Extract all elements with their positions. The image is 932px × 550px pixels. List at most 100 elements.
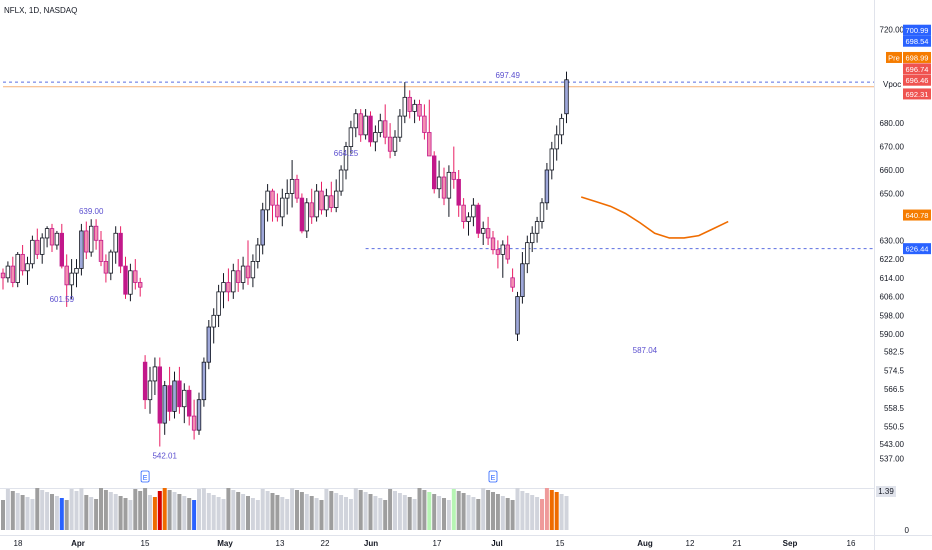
x-tick-label: 22 <box>321 539 330 548</box>
volume-axis-zero: 0 <box>905 526 910 535</box>
volume-bar <box>324 489 329 530</box>
x-tick-label: 21 <box>733 539 742 548</box>
earnings-icon <box>140 470 150 483</box>
candle-body <box>446 171 452 199</box>
volume-bar <box>363 492 368 530</box>
y-tick-label: 660.00 <box>880 166 905 175</box>
candle-body <box>525 242 530 265</box>
candle-body <box>510 277 515 288</box>
volume-bar <box>295 490 299 530</box>
volume-bar <box>495 494 500 530</box>
volume-bar <box>378 498 383 530</box>
candle-body <box>466 216 471 222</box>
volume-bar <box>260 489 265 530</box>
volume-bar <box>358 490 363 530</box>
candle-body <box>79 230 84 269</box>
candle-body <box>255 244 260 262</box>
candle-body <box>216 291 221 316</box>
price-tag-box <box>903 88 931 100</box>
y-tick-label: 598.00 <box>880 311 905 320</box>
candle-body <box>461 204 466 222</box>
candle-body <box>250 261 256 279</box>
y-tick-label: 720.00 <box>880 25 905 34</box>
volume-bar <box>118 496 123 530</box>
candle-body <box>64 265 69 286</box>
candle-body <box>304 202 309 232</box>
volume-bar <box>255 500 260 530</box>
candle-body <box>520 263 525 297</box>
candle-body <box>206 326 211 363</box>
volume-bar <box>353 488 358 530</box>
volume-bar <box>471 497 476 530</box>
candle-body <box>260 209 265 246</box>
price-tag-value: 640.78 <box>906 211 929 220</box>
volume-bar <box>535 497 540 530</box>
price-tag: 626.44 <box>903 243 931 255</box>
x-tick-label: 18 <box>14 539 23 548</box>
volume-bar <box>59 498 64 530</box>
x-tick-label: 16 <box>847 539 856 548</box>
candle-body <box>40 237 45 255</box>
candle-body <box>196 399 202 431</box>
price-tag-box <box>903 63 931 75</box>
candle-body <box>441 176 447 199</box>
candle-body <box>182 389 187 408</box>
candle-body <box>30 239 35 265</box>
candle-body <box>422 115 427 133</box>
candle-body <box>451 171 456 180</box>
candle-body <box>397 115 403 138</box>
volume-value-label: 1.39 <box>878 487 894 496</box>
candle-body <box>554 134 559 150</box>
earnings-icon-label: E <box>143 475 148 482</box>
candle-body <box>358 113 363 136</box>
price-tag-box <box>903 51 931 63</box>
y-tick-label: 630.00 <box>880 236 905 245</box>
y-tick-label: 566.5 <box>884 385 905 394</box>
price-axis[interactable]: 720.00 680.00 670.00 660.00 650.00 630.00 622.… <box>874 0 905 550</box>
candle-body <box>505 244 510 260</box>
time-axis[interactable]: 18 Apr 15 May 13 22 Jun 17 Jul 15 Aug 12 21 Sep 16 <box>0 535 932 549</box>
volume-bar <box>89 497 94 530</box>
candle-body <box>108 251 113 274</box>
candle-body <box>564 79 569 115</box>
volume-bar <box>10 491 15 530</box>
candle-body <box>539 202 545 222</box>
volume-bar <box>30 499 35 530</box>
candle-body <box>476 204 481 234</box>
candle-body <box>436 176 442 190</box>
candle-body <box>133 270 138 283</box>
candle-body <box>353 113 358 129</box>
volume-bar <box>544 488 549 530</box>
volume-bar <box>133 489 138 530</box>
price-tag: 696.74 <box>903 63 931 75</box>
x-tick-label: Sep <box>783 539 798 548</box>
price-tag-value: 692.31 <box>906 90 929 99</box>
candle-body <box>407 96 412 112</box>
volume-bar <box>329 491 334 530</box>
candle-body <box>226 282 231 293</box>
volume-bar <box>40 490 45 530</box>
volume-bar <box>123 498 128 530</box>
candle-body <box>471 204 476 218</box>
volume-bar <box>510 500 515 530</box>
x-tick-label: Jun <box>364 539 378 548</box>
price-tag-value: 698.54 <box>906 37 929 46</box>
x-tick-label: 15 <box>556 539 565 548</box>
volume-bar <box>79 488 84 530</box>
candle-body <box>456 178 461 206</box>
volume-bar <box>427 492 432 530</box>
volume-bar <box>383 500 388 530</box>
candle-body <box>167 385 172 412</box>
candle-body <box>20 253 25 272</box>
candle-body <box>69 272 74 286</box>
candle-body <box>147 380 153 401</box>
volume-bar <box>192 500 197 530</box>
candle-body <box>152 366 158 382</box>
price-tag: 698.54 <box>903 35 931 47</box>
candle-body <box>270 190 275 206</box>
price-tag-value: 700.99 <box>906 26 929 35</box>
volume-bar <box>206 493 211 530</box>
volume-bar <box>515 488 520 530</box>
symbol-title[interactable]: NFLX, 1D, NASDAQ <box>4 6 77 15</box>
price-tag: 640.78 <box>903 209 931 221</box>
